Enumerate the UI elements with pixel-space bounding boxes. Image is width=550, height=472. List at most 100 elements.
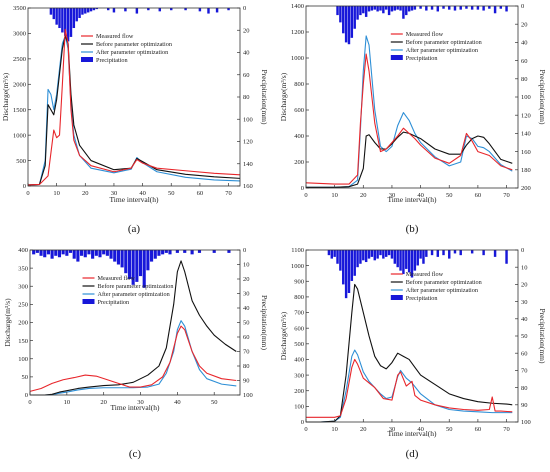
plot-frame	[27, 7, 241, 187]
precip-bar	[385, 250, 388, 257]
x-tick-label: 30	[389, 426, 396, 433]
precip-bar	[413, 250, 417, 271]
y-tick-label: 3500	[13, 5, 26, 12]
precip-bar	[342, 250, 345, 285]
y2-axis-label: Precipitation(mm)	[538, 309, 547, 364]
x-tick-label: 0	[304, 426, 307, 433]
precip-bar	[436, 6, 440, 12]
precip-bar	[39, 250, 43, 256]
y2-tick-label: 140	[243, 161, 253, 168]
precip-bar	[164, 250, 168, 253]
series-line-0	[27, 28, 241, 186]
precip-bar	[72, 250, 76, 259]
series-line-0	[29, 325, 237, 392]
x-tick-label: 10	[53, 190, 60, 197]
precip-bar	[410, 6, 414, 11]
precip-bar	[46, 250, 50, 255]
series-line-1	[27, 35, 241, 186]
precip-bar	[382, 250, 385, 259]
x-tick-label: 70	[503, 426, 510, 433]
precip-bar	[376, 250, 379, 259]
precip-bar	[376, 6, 379, 12]
precip-bar	[413, 6, 417, 10]
y-tick-label: 400	[294, 133, 304, 140]
precip-bar	[396, 6, 399, 10]
precip-bar	[470, 250, 474, 254]
precip-bar	[76, 250, 80, 262]
legend-label: Precipitation	[406, 295, 438, 302]
y2-tick-label: 40	[243, 305, 250, 312]
x-tick-label: 60	[475, 192, 482, 199]
y2-tick-label: 20	[521, 282, 528, 289]
precip-bar	[488, 6, 491, 9]
precip-bar	[215, 8, 219, 13]
precip-bar	[95, 8, 98, 10]
y-axis-label: Discharge(m³/s)	[1, 72, 10, 121]
x-tick-label: 70	[503, 192, 510, 199]
precip-bar	[419, 250, 422, 259]
plot-frame	[29, 249, 241, 396]
precip-bar	[135, 8, 139, 14]
panel-b: 0 10 20 30 40 50 60 700200400600800100012001400…	[279, 3, 547, 235]
legend-label: Before parameter optimization	[96, 41, 172, 48]
precip-bar	[190, 250, 194, 255]
precip-bar	[184, 8, 187, 11]
precip-bar	[212, 250, 216, 253]
y2-tick-label: 60	[521, 58, 528, 65]
y2-tick-label: 80	[521, 76, 528, 83]
precip-bar	[43, 250, 47, 258]
x-tick-label: 60	[197, 190, 204, 197]
precip-bar	[330, 250, 334, 259]
panel-d: 0 10 20 30 40 50 60 700100200300400500600700800…	[279, 247, 547, 460]
x-tick-label: 0	[28, 399, 31, 406]
precip-bar	[367, 250, 371, 259]
precip-bar	[362, 6, 365, 14]
series-line-0	[305, 53, 513, 185]
x-tick-label: 20	[82, 190, 89, 197]
y2-tick-label: 160	[521, 149, 531, 156]
y-axis-label: Discharge(m³/s)	[279, 72, 288, 121]
precip-bar	[448, 6, 451, 10]
x-tick-label: 10	[331, 426, 338, 433]
precip-bar	[227, 8, 230, 11]
precip-bar	[347, 250, 351, 293]
precip-bar	[425, 250, 428, 257]
series-line-1	[30, 260, 237, 396]
x-tick-label: 30	[111, 190, 118, 197]
y-tick-label: 300	[294, 372, 304, 379]
y-tick-label: 0	[301, 419, 304, 426]
precip-bar	[405, 6, 408, 16]
precip-bar	[146, 250, 150, 271]
precip-bar	[170, 8, 173, 11]
y-tick-label: 900	[294, 278, 304, 285]
y-tick-label: 700	[294, 310, 304, 317]
precip-bar	[94, 250, 98, 256]
precip-bar	[390, 250, 394, 259]
precip-bar	[402, 250, 405, 275]
precip-bar	[410, 250, 414, 278]
x-tick-label: 30	[137, 399, 144, 406]
panel-label: (d)	[406, 448, 419, 460]
precip-bar	[370, 250, 374, 257]
x-tick-label: 20	[360, 192, 367, 199]
y2-tick-label: 0	[243, 5, 246, 12]
precip-bar	[116, 250, 120, 265]
legend-label: Before parameter optimization	[406, 39, 482, 46]
x-tick-label: 50	[168, 190, 175, 197]
precip-bar	[476, 6, 480, 10]
legend-label: Precipitation	[406, 55, 438, 62]
precip-bar	[379, 250, 382, 256]
precip-bar	[175, 250, 179, 253]
precip-bar	[112, 8, 116, 13]
precip-bar	[493, 250, 497, 257]
y2-tick-label: 0	[243, 247, 246, 254]
precip-bar	[367, 6, 371, 12]
x-axis-label: Time interval(h)	[110, 403, 160, 412]
precip-bar	[153, 250, 157, 259]
x-tick-label: 40	[174, 399, 181, 406]
precip-bar	[430, 250, 434, 256]
precip-bar	[102, 250, 106, 255]
precip-bar	[448, 250, 451, 259]
panel-label: (c)	[129, 448, 142, 460]
y-axis-label: Discharge(m³/s)	[279, 311, 288, 360]
